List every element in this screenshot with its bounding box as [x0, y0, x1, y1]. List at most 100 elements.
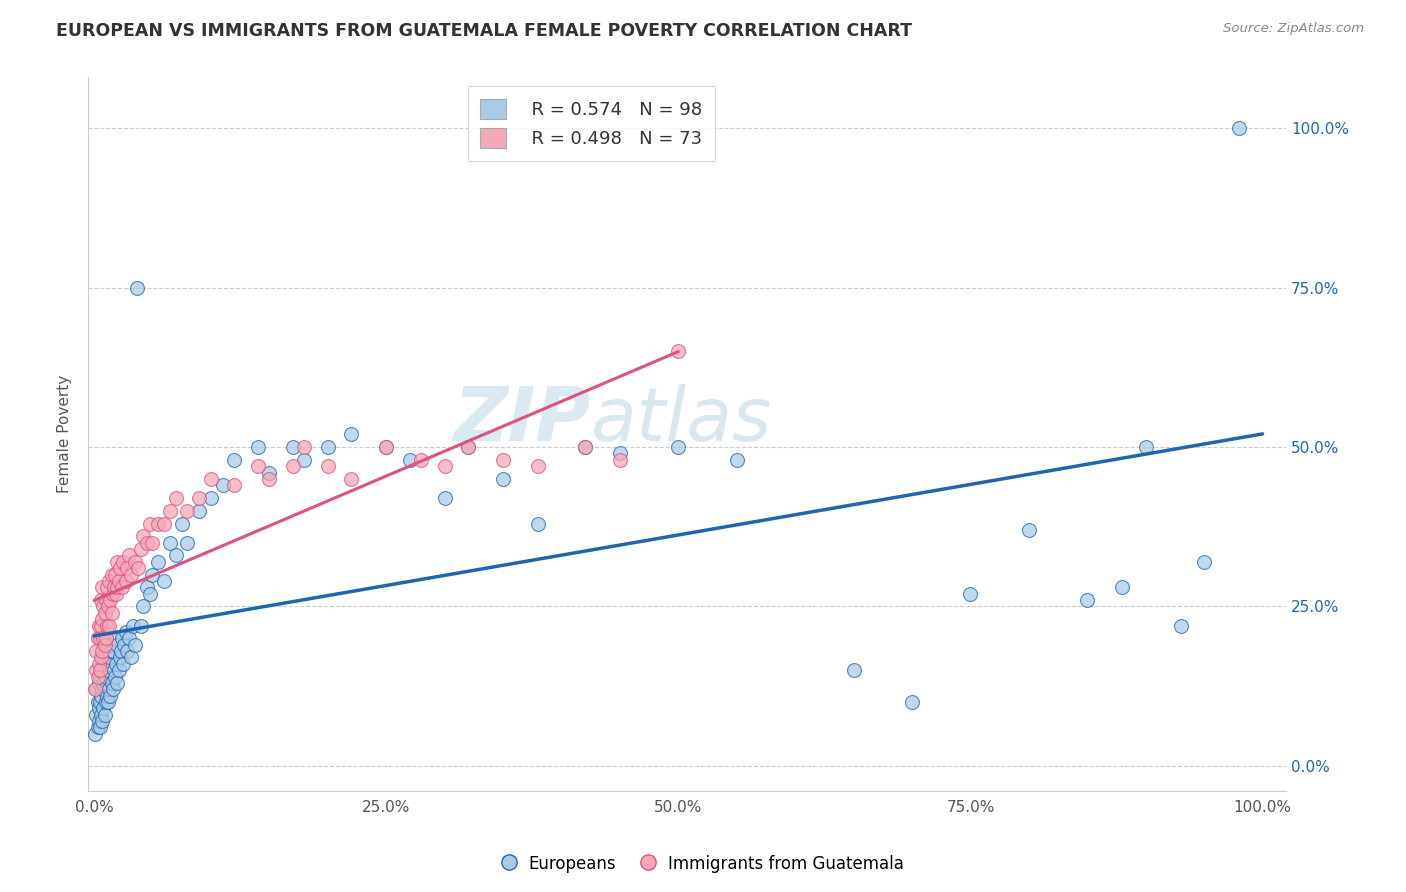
Text: Source: ZipAtlas.com: Source: ZipAtlas.com	[1223, 22, 1364, 36]
Point	[1227, 121, 1250, 136]
Point	[91, 714, 114, 728]
Point	[96, 580, 118, 594]
Point	[433, 491, 456, 505]
Point	[93, 707, 115, 722]
Point	[188, 504, 211, 518]
Point	[340, 427, 363, 442]
Point	[492, 452, 515, 467]
Point	[200, 472, 222, 486]
Point	[316, 440, 339, 454]
Point	[609, 452, 631, 467]
Point	[527, 459, 550, 474]
Text: atlas: atlas	[592, 384, 773, 456]
Point	[574, 440, 596, 454]
Point	[107, 663, 129, 677]
Point	[292, 440, 315, 454]
Point	[224, 478, 246, 492]
Point	[93, 632, 115, 646]
Point	[91, 682, 114, 697]
Point	[1192, 555, 1215, 569]
Point	[141, 567, 163, 582]
Text: EUROPEAN VS IMMIGRANTS FROM GUATEMALA FEMALE POVERTY CORRELATION CHART: EUROPEAN VS IMMIGRANTS FROM GUATEMALA FE…	[56, 22, 912, 40]
Point	[86, 632, 108, 646]
Point	[129, 542, 152, 557]
Point	[281, 440, 304, 454]
Point	[91, 612, 114, 626]
Point	[96, 689, 118, 703]
Point	[89, 669, 111, 683]
Point	[91, 657, 114, 671]
Point	[100, 638, 122, 652]
Point	[574, 440, 596, 454]
Point	[91, 580, 114, 594]
Point	[115, 561, 138, 575]
Point	[86, 721, 108, 735]
Point	[457, 440, 479, 454]
Point	[725, 452, 748, 467]
Point	[104, 632, 127, 646]
Point	[316, 459, 339, 474]
Point	[87, 657, 110, 671]
Point	[135, 580, 157, 594]
Point	[118, 632, 141, 646]
Point	[98, 593, 121, 607]
Point	[118, 549, 141, 563]
Point	[148, 555, 170, 569]
Point	[1135, 440, 1157, 454]
Point	[93, 599, 115, 614]
Point	[84, 682, 107, 697]
Point	[105, 587, 128, 601]
Point	[124, 638, 146, 652]
Point	[259, 472, 281, 486]
Point	[188, 491, 211, 505]
Point	[87, 618, 110, 632]
Point	[153, 516, 176, 531]
Point	[111, 580, 134, 594]
Point	[527, 516, 550, 531]
Point	[103, 663, 125, 677]
Point	[101, 682, 124, 697]
Point	[375, 440, 398, 454]
Point	[93, 682, 115, 697]
Point	[375, 440, 398, 454]
Point	[105, 580, 128, 594]
Point	[90, 593, 112, 607]
Point	[246, 440, 269, 454]
Point	[120, 567, 142, 582]
Point	[98, 644, 121, 658]
Point	[121, 618, 143, 632]
Point	[246, 459, 269, 474]
Point	[98, 689, 121, 703]
Point	[98, 650, 121, 665]
Point	[89, 663, 111, 677]
Point	[105, 657, 128, 671]
Point	[104, 669, 127, 683]
Point	[101, 587, 124, 601]
Point	[115, 644, 138, 658]
Point	[176, 504, 198, 518]
Point	[148, 516, 170, 531]
Point	[87, 676, 110, 690]
Text: ZIP: ZIP	[454, 384, 592, 457]
Point	[87, 714, 110, 728]
Point	[94, 632, 117, 646]
Point	[124, 555, 146, 569]
Legend:   R = 0.574   N = 98,   R = 0.498   N = 73: R = 0.574 N = 98, R = 0.498 N = 73	[468, 87, 714, 161]
Point	[86, 695, 108, 709]
Point	[94, 644, 117, 658]
Point	[153, 574, 176, 588]
Point	[94, 695, 117, 709]
Y-axis label: Female Poverty: Female Poverty	[58, 376, 72, 493]
Point	[1076, 593, 1098, 607]
Point	[90, 689, 112, 703]
Point	[139, 587, 162, 601]
Point	[1018, 523, 1040, 537]
Point	[132, 599, 155, 614]
Point	[90, 663, 112, 677]
Point	[165, 491, 187, 505]
Point	[84, 727, 107, 741]
Legend: Europeans, Immigrants from Guatemala: Europeans, Immigrants from Guatemala	[495, 848, 911, 880]
Point	[90, 618, 112, 632]
Point	[111, 632, 134, 646]
Point	[139, 516, 162, 531]
